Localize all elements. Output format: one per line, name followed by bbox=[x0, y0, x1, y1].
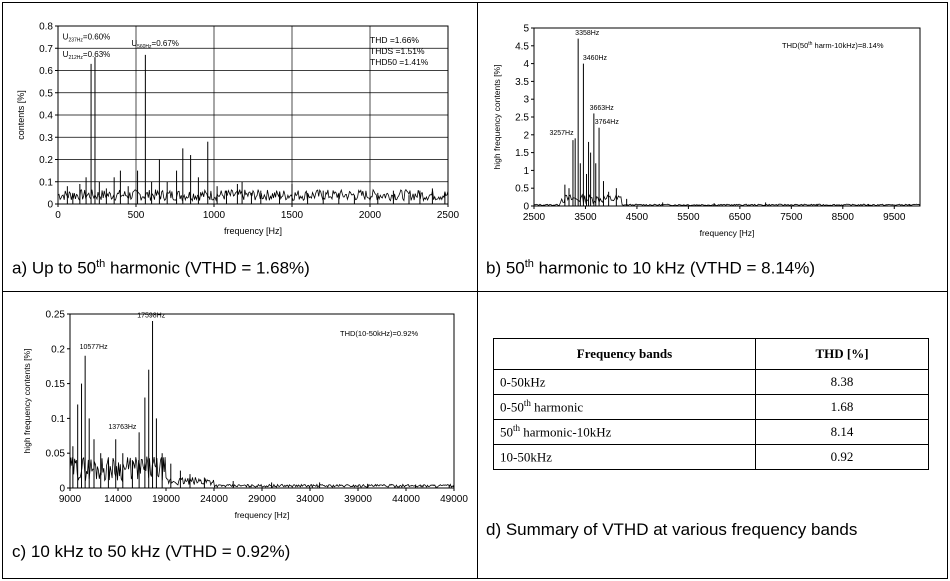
y-tick-label: 0 bbox=[59, 484, 65, 495]
x-tick-label: 29000 bbox=[248, 494, 276, 505]
cell-d bbox=[477, 291, 948, 579]
x-tick-label: 44000 bbox=[392, 494, 420, 505]
info-text: THD(10-50kHz)=0.92% bbox=[340, 329, 418, 338]
x-tick-label: 6500 bbox=[729, 212, 752, 223]
spectrum-line bbox=[69, 456, 455, 489]
x-tick-label: 19000 bbox=[152, 494, 180, 505]
y-tick-label: 0.3 bbox=[39, 133, 53, 144]
annotation-label: 13763Hz bbox=[108, 424, 137, 431]
annotation-label: 3358Hz bbox=[575, 30, 600, 37]
x-tick-label: 1000 bbox=[203, 210, 226, 221]
y-tick-label: 0.7 bbox=[39, 44, 53, 55]
x-tick-label: 7500 bbox=[780, 212, 803, 223]
annotation-label: U560Hz=0.67% bbox=[131, 39, 179, 50]
header-frequency-bands: Frequency bands bbox=[493, 338, 756, 370]
band-cell: 0-50kHz bbox=[493, 369, 756, 395]
x-tick-label: 5500 bbox=[677, 212, 700, 223]
x-tick-label: 24000 bbox=[200, 494, 228, 505]
info-text: THDS =1.51% bbox=[370, 46, 425, 56]
spectrum-line bbox=[533, 193, 921, 207]
y-tick-label: 4.5 bbox=[515, 41, 529, 52]
thd-cell: 1.68 bbox=[755, 394, 929, 420]
y-tick-label: 0.6 bbox=[39, 66, 53, 77]
x-tick-label: 39000 bbox=[344, 494, 372, 505]
band-cell: 0-50th harmonic bbox=[493, 394, 756, 420]
x-tick-label: 0 bbox=[55, 210, 61, 221]
annotation-label: U212Hz=0.63% bbox=[63, 50, 111, 61]
x-tick-label: 4500 bbox=[626, 212, 649, 223]
y-tick-label: 0.4 bbox=[39, 111, 53, 122]
x-axis-label: frequency [Hz] bbox=[235, 510, 290, 520]
table-row: 0-50kHz 8.38 bbox=[493, 369, 929, 395]
y-tick-label: 0.2 bbox=[51, 344, 65, 355]
chart-a: 0 0.1 0.2 0.3 0.4 0.5 0.6 0.7 0.8 0 500 1000 1500 200… bbox=[16, 22, 460, 237]
table-row: 50th harmonic-10kHz 8.14 bbox=[493, 419, 929, 445]
y-tick-label: 0.05 bbox=[46, 449, 66, 460]
y-tick-label: 3.5 bbox=[515, 77, 529, 88]
x-axis-label: frequency [Hz] bbox=[700, 228, 755, 238]
y-tick-label: 3 bbox=[523, 95, 529, 106]
y-tick-label: 0.1 bbox=[51, 414, 65, 425]
y-tick-label: 0 bbox=[523, 202, 529, 213]
info-text: THD =1.66% bbox=[370, 35, 419, 45]
x-tick-label: 9500 bbox=[883, 212, 906, 223]
caption-d: d) Summary of VTHD at various frequency … bbox=[486, 520, 858, 539]
x-tick-label: 34000 bbox=[296, 494, 324, 505]
y-tick-label: 2.5 bbox=[515, 113, 529, 124]
y-axis-label: contents [%] bbox=[16, 90, 26, 140]
annotation-label: 17598Hz bbox=[137, 312, 166, 319]
x-tick-label: 8500 bbox=[832, 212, 855, 223]
y-tick-label: 0.2 bbox=[39, 155, 53, 166]
y-tick-label: 4 bbox=[523, 59, 529, 70]
y-tick-label: 1.5 bbox=[515, 148, 529, 159]
y-tick-label: 0.25 bbox=[46, 310, 66, 321]
band-cell: 10-50kHz bbox=[493, 444, 756, 470]
y-tick-label: 1 bbox=[523, 166, 529, 177]
y-axis-label: high frequency contents [%] bbox=[492, 65, 502, 170]
x-tick-label: 3500 bbox=[574, 212, 597, 223]
y-axis-label: high frequency contents [%] bbox=[22, 349, 32, 454]
annotation-label: 3764Hz bbox=[595, 119, 620, 126]
table-header-row: Frequency bands THD [%] bbox=[493, 338, 929, 370]
x-tick-label: 9000 bbox=[59, 494, 82, 505]
annotation-label: U237Hz=0.60% bbox=[63, 32, 111, 43]
caption-b: b) 50th harmonic to 10 kHz (VTHD = 8.14%… bbox=[486, 258, 816, 278]
x-tick-label: 2500 bbox=[437, 210, 460, 221]
y-tick-label: 0.1 bbox=[39, 177, 53, 188]
info-text: THD(50th harm-10kHz)=8.14% bbox=[782, 41, 884, 50]
y-tick-label: 0.5 bbox=[39, 88, 53, 99]
header-thd: THD [%] bbox=[755, 338, 929, 370]
x-tick-label: 2000 bbox=[359, 210, 382, 221]
y-tick-label: 5 bbox=[523, 24, 529, 35]
y-tick-label: 0.5 bbox=[515, 184, 529, 195]
caption-c: c) 10 kHz to 50 kHz (VTHD = 0.92%) bbox=[12, 542, 291, 561]
x-tick-label: 49000 bbox=[440, 494, 468, 505]
annotation-label: 3257Hz bbox=[549, 130, 574, 137]
y-tick-label: 0 bbox=[47, 200, 53, 211]
x-tick-label: 2500 bbox=[523, 212, 546, 223]
annotation-label: 10577Hz bbox=[80, 344, 109, 351]
caption-a: a) Up to 50th harmonic (VTHD = 1.68%) bbox=[12, 258, 310, 278]
summary-table: Frequency bands THD [%] 0-50kHz 8.38 0-5… bbox=[493, 338, 929, 470]
chart-b: 0 0.5 1 1.5 2 2.5 3 3.5 4 4.5 5 2500 3500 4500 5500 650… bbox=[492, 24, 921, 238]
x-tick-label: 14000 bbox=[104, 494, 132, 505]
band-cell: 50th harmonic-10kHz bbox=[493, 419, 756, 445]
x-tick-label: 500 bbox=[128, 210, 145, 221]
thd-cell: 0.92 bbox=[755, 444, 929, 470]
x-tick-label: 1500 bbox=[281, 210, 304, 221]
info-text: THD50 =1.41% bbox=[370, 57, 429, 67]
y-tick-label: 0.15 bbox=[46, 379, 66, 390]
annotation-label: 3663Hz bbox=[590, 105, 615, 112]
chart-c: 0 0.05 0.1 0.15 0.2 0.25 9000 14000 19000 24000 29… bbox=[22, 310, 468, 521]
y-tick-label: 2 bbox=[523, 130, 529, 141]
spectrum-line bbox=[57, 188, 449, 203]
table-row: 0-50th harmonic 1.68 bbox=[493, 394, 929, 420]
thd-cell: 8.38 bbox=[755, 369, 929, 395]
y-tick-label: 0.8 bbox=[39, 22, 53, 33]
table-row: 10-50kHz 0.92 bbox=[493, 444, 929, 470]
annotation-label: 3460Hz bbox=[583, 55, 608, 62]
x-axis-label: frequency [Hz] bbox=[224, 226, 282, 236]
thd-cell: 8.14 bbox=[755, 419, 929, 445]
